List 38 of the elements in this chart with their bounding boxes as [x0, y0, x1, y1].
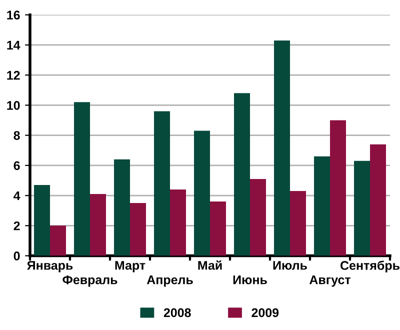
bar	[274, 40, 290, 256]
x-tick-label: Август	[309, 276, 350, 287]
bar	[50, 226, 66, 256]
y-tick-label: 12	[7, 70, 20, 80]
y-tick-label: 2	[14, 221, 20, 230]
y-tick-label: 0	[14, 252, 20, 260]
bar	[234, 93, 250, 256]
bar	[354, 160, 370, 256]
x-tick-label: Апрель	[146, 276, 193, 287]
bar	[114, 159, 130, 256]
bar	[210, 202, 226, 256]
y-tick-label: 4	[14, 191, 20, 200]
x-tick-label: Февраль	[62, 275, 118, 287]
y-tick-label: 6	[14, 161, 20, 170]
bar	[34, 184, 50, 256]
bar	[154, 111, 170, 256]
bar	[330, 120, 346, 256]
x-tick-label: Март	[115, 261, 146, 272]
bar	[90, 194, 106, 256]
y-tick-label: 10	[7, 100, 20, 110]
x-tick-label: Май	[198, 260, 222, 270]
y-tick-label: 14	[7, 40, 20, 50]
bar	[290, 191, 306, 256]
x-tick-label: Июль	[273, 261, 307, 270]
bar	[170, 190, 186, 256]
x-tick-label: Январь	[27, 261, 73, 272]
bar	[194, 130, 210, 256]
bar	[370, 144, 386, 256]
x-tick-label: Сентябрь	[340, 260, 400, 272]
bar	[74, 102, 90, 256]
y-tick-label: 16	[7, 10, 20, 20]
bar	[314, 156, 330, 256]
y-tick-label: 8	[14, 131, 20, 140]
bar	[130, 203, 146, 256]
bar	[250, 178, 266, 256]
x-tick-label: Июнь	[233, 276, 267, 284]
legend-label: 2009	[252, 308, 279, 318]
legend-label: 2008	[164, 308, 191, 318]
